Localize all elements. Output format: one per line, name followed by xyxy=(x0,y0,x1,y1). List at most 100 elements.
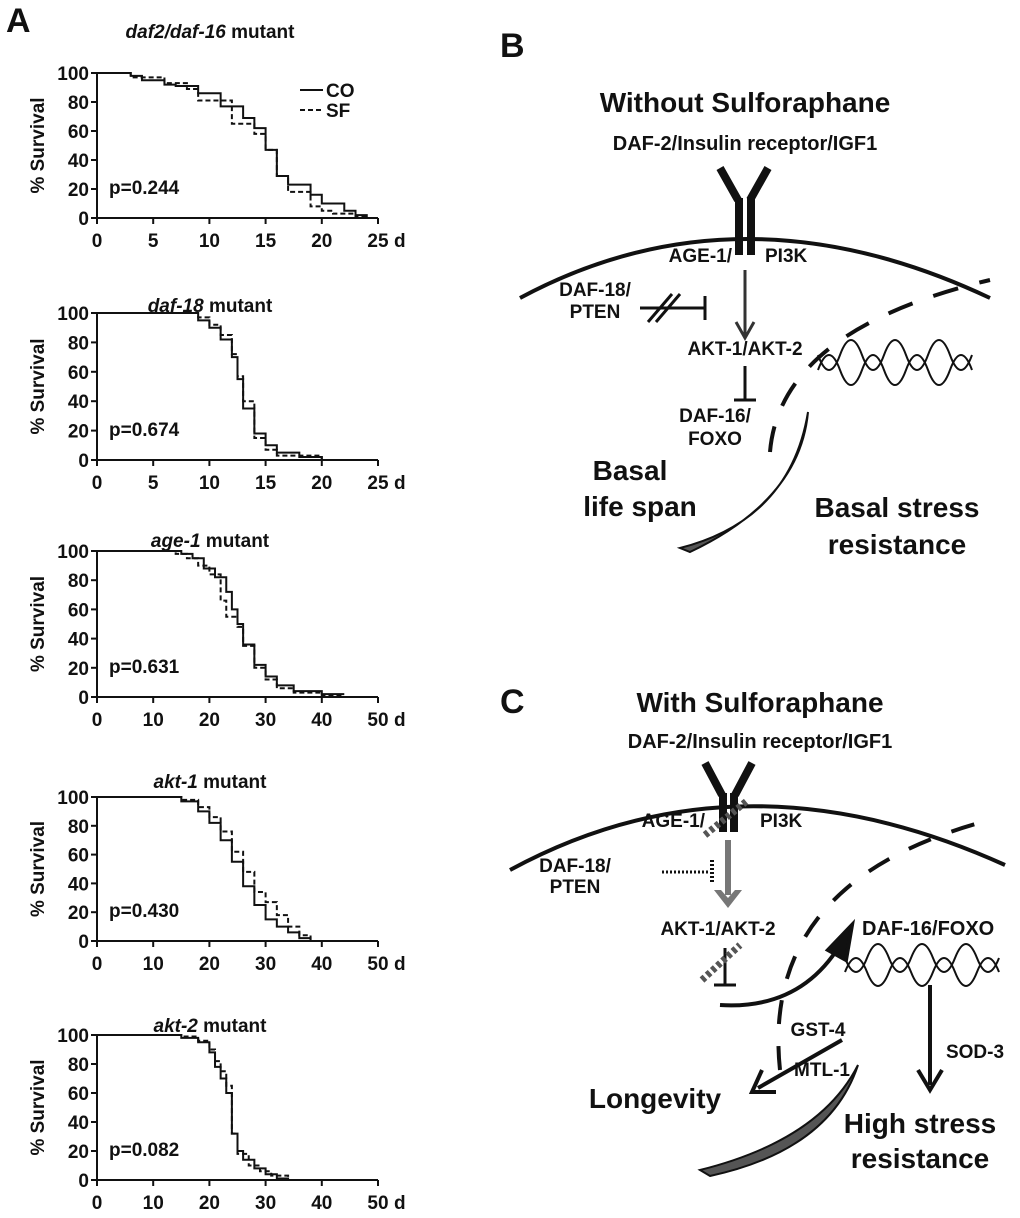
x-tick-label: 20 xyxy=(199,1193,220,1214)
x-tick-label: 30 xyxy=(255,954,276,975)
chart-title: age-1 mutant xyxy=(151,531,270,552)
x-tick-label: 30 xyxy=(255,1193,276,1214)
y-tick-label: 80 xyxy=(68,1055,89,1076)
b-receptor-icon xyxy=(716,166,772,255)
b-stress-2: resistance xyxy=(828,529,967,560)
c-activation-curve xyxy=(719,943,842,1008)
x-tick-label: 10 xyxy=(199,231,220,252)
y-tick-label: 100 xyxy=(57,1026,89,1047)
x-tick-label: 50 xyxy=(367,954,388,975)
chart-title: akt-2 mutant xyxy=(154,1016,268,1037)
x-tick-label: 30 xyxy=(255,710,276,731)
b-daf18: DAF-18/ xyxy=(559,280,632,301)
y-tick-label: 20 xyxy=(68,1142,89,1163)
c-pten-weak-inhibition-icon xyxy=(662,860,714,884)
x-tick-label: 0 xyxy=(92,231,103,252)
c-activation-arrowhead-icon xyxy=(824,918,856,964)
b-akt-inhibition-icon xyxy=(734,366,756,402)
b-life-1: Basal xyxy=(593,455,668,486)
c-pi3k: PI3K xyxy=(760,811,803,832)
y-tick-label: 100 xyxy=(57,542,89,563)
diagram-b: B Without Sulforaphane DAF-2/Insulin rec… xyxy=(500,27,991,560)
y-tick-label: 60 xyxy=(68,600,89,621)
y-tick-label: 20 xyxy=(68,422,89,443)
panel-label-b: B xyxy=(500,27,525,65)
y-tick-label: 20 xyxy=(68,903,89,924)
b-age1: AGE-1/ xyxy=(669,246,733,267)
x-tick-label: 25 xyxy=(367,231,389,252)
x-tick-label: 5 xyxy=(148,473,159,494)
chart-title: daf-18 mutant xyxy=(148,296,273,317)
y-tick-label: 0 xyxy=(78,209,89,230)
survival-chart-3: age-1 mutant % Survival 0 20 40 60 80 100 0 10 20 3… xyxy=(28,531,406,731)
y-tick-label: 60 xyxy=(68,363,89,384)
survival-charts: daf2/daf-16 mutant% Survival020406080100… xyxy=(28,22,406,1214)
x-tick-label: 10 xyxy=(199,473,220,494)
c-weak-arrow-icon xyxy=(714,840,742,908)
legend-label-sf: SF xyxy=(326,101,350,122)
series-sf xyxy=(97,550,345,697)
chart-title: akt-1 mutant xyxy=(154,772,268,793)
b-pten: PTEN xyxy=(570,302,621,323)
series-sf xyxy=(97,1034,290,1180)
c-pten: PTEN xyxy=(550,877,601,898)
y-tick-label: 0 xyxy=(78,451,89,472)
y-tick-label: 80 xyxy=(68,333,89,354)
c-stress-arrow-icon xyxy=(916,985,944,1094)
b-arrow-icon xyxy=(734,270,756,342)
c-daf16: DAF-16/FOXO xyxy=(862,918,994,940)
y-tick-label: 0 xyxy=(78,932,89,953)
x-axis-unit: d xyxy=(394,231,406,252)
x-axis-unit: d xyxy=(394,710,406,731)
p-value-label: p=0.430 xyxy=(109,901,179,922)
y-tick-label: 60 xyxy=(68,122,89,143)
b-pi3k: PI3K xyxy=(765,246,808,267)
c-cell-membrane xyxy=(509,804,1006,872)
x-tick-label: 10 xyxy=(143,954,164,975)
y-tick-label: 40 xyxy=(68,151,89,172)
c-longevity: Longevity xyxy=(589,1083,722,1114)
y-axis-label: % Survival xyxy=(28,338,49,434)
y-tick-label: 0 xyxy=(78,688,89,709)
b-life-2: life span xyxy=(583,491,697,522)
diagram-c: C With Sulforaphane DAF-2/Insulin recept… xyxy=(500,683,1006,1178)
x-axis-unit: d xyxy=(394,1193,406,1214)
b-receptor-label: DAF-2/Insulin receptor/IGF1 xyxy=(613,133,877,155)
x-tick-label: 20 xyxy=(199,710,220,731)
c-longevity-arrow-icon xyxy=(748,1038,843,1094)
b-daf16: DAF-16/ xyxy=(679,406,752,427)
y-tick-label: 80 xyxy=(68,571,89,592)
c-stress-1: High stress xyxy=(844,1108,997,1139)
c-sod3: SOD-3 xyxy=(946,1042,1004,1063)
x-axis-unit: d xyxy=(394,473,406,494)
x-tick-label: 15 xyxy=(255,473,277,494)
y-axis-label: % Survival xyxy=(28,821,49,917)
c-stress-2: resistance xyxy=(851,1143,990,1174)
b-worm-icon xyxy=(676,411,809,554)
p-value-label: p=0.082 xyxy=(109,1140,179,1161)
y-tick-label: 80 xyxy=(68,817,89,838)
y-tick-label: 20 xyxy=(68,659,89,680)
b-akt: AKT-1/AKT-2 xyxy=(687,339,802,360)
c-blocked-pi3k-icon xyxy=(702,797,751,838)
c-mtl1: MTL-1 xyxy=(794,1060,850,1081)
b-foxo: FOXO xyxy=(688,429,742,450)
y-axis-label: % Survival xyxy=(28,97,49,193)
series-co xyxy=(97,796,312,941)
legend-label-co: CO xyxy=(326,81,355,102)
c-blocked-akt-inhibition-icon xyxy=(699,942,743,987)
y-tick-label: 0 xyxy=(78,1171,89,1192)
x-axis-unit: d xyxy=(394,954,406,975)
series-sf xyxy=(97,72,368,218)
x-tick-label: 10 xyxy=(143,710,164,731)
x-tick-label: 50 xyxy=(367,1193,388,1214)
y-axis-label: % Survival xyxy=(28,1059,49,1155)
x-tick-label: 40 xyxy=(311,710,332,731)
p-value-label: p=0.674 xyxy=(109,420,180,441)
x-tick-label: 25 xyxy=(367,473,389,494)
p-value-label: p=0.244 xyxy=(109,178,180,199)
c-daf18: DAF-18/ xyxy=(539,856,612,877)
b-dashed-path xyxy=(768,278,991,453)
b-pten-inhibition-icon xyxy=(640,293,707,323)
